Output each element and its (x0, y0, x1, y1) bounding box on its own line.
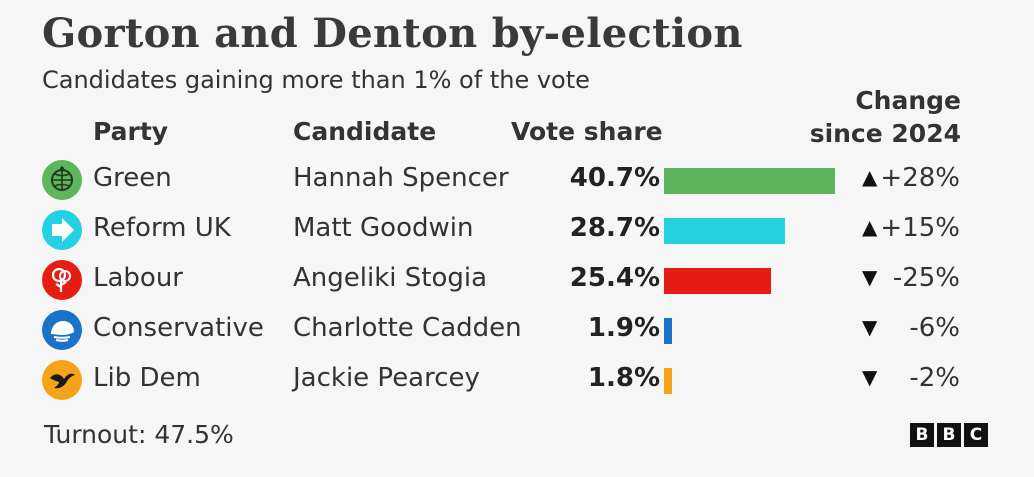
header-change-line1: Change (855, 86, 961, 115)
candidate-name: Jackie Pearcey (293, 363, 480, 393)
header-candidate: Candidate (293, 117, 437, 146)
header-party: Party (93, 117, 169, 146)
turnout-label: Turnout: 47.5% (44, 420, 234, 449)
table-row: Conservative Charlotte Cadden 1.9% ▼ -6% (0, 305, 1034, 355)
vote-share-label: 40.7% (569, 163, 660, 193)
change-label: -6% (909, 313, 960, 343)
table-row: Labour Angeliki Stogia 25.4% ▼ -25% (0, 255, 1034, 305)
chart-title: Gorton and Denton by-election (42, 10, 743, 57)
party-name: Green (93, 163, 172, 193)
header-change-line2: since 2024 (809, 119, 961, 148)
header-vote-share: Vote share (511, 117, 663, 146)
vote-share-bar (664, 268, 771, 294)
labour-rose-icon (42, 260, 82, 300)
party-name: Reform UK (93, 213, 231, 243)
table-row: Green Hannah Spencer 40.7% ▲ +28% (0, 155, 1034, 205)
party-name: Lib Dem (93, 363, 201, 393)
header-change: Change since 2024 (790, 84, 961, 150)
candidate-name: Matt Goodwin (293, 213, 474, 243)
conservative-tree-icon (42, 310, 82, 350)
vote-share-bar (664, 168, 835, 194)
vote-share-bar (664, 318, 672, 344)
bbc-logo-letter-1: B (910, 423, 934, 447)
reform-arrow-icon (42, 210, 82, 250)
candidate-name: Angeliki Stogia (293, 263, 488, 293)
change-label: +15% (880, 213, 960, 243)
vote-share-label: 25.4% (569, 263, 660, 293)
vote-share-bar (664, 218, 785, 244)
vote-share-label: 28.7% (569, 213, 660, 243)
bbc-logo-letter-3: C (964, 423, 988, 447)
triangle-down-icon: ▼ (862, 365, 878, 389)
green-party-globe-icon (42, 160, 82, 200)
change-label: -2% (909, 363, 960, 393)
vote-share-bar (664, 368, 672, 394)
triangle-up-icon: ▲ (862, 165, 878, 189)
vote-share-label: 1.8% (587, 363, 660, 393)
table-row: Reform UK Matt Goodwin 28.7% ▲ +15% (0, 205, 1034, 255)
triangle-down-icon: ▼ (862, 315, 878, 339)
bbc-logo-letter-2: B (937, 423, 961, 447)
triangle-up-icon: ▲ (862, 215, 878, 239)
candidate-name: Charlotte Cadden (293, 313, 522, 343)
table-row: Lib Dem Jackie Pearcey 1.8% ▼ -2% (0, 355, 1034, 405)
change-label: +28% (880, 163, 960, 193)
party-name: Conservative (93, 313, 264, 343)
party-name: Labour (93, 263, 183, 293)
triangle-down-icon: ▼ (862, 265, 878, 289)
chart-subtitle: Candidates gaining more than 1% of the v… (42, 66, 590, 94)
change-label: -25% (892, 263, 960, 293)
bbc-logo: B B C (910, 423, 988, 447)
vote-share-label: 1.9% (587, 313, 660, 343)
libdem-bird-icon (42, 360, 82, 400)
candidate-name: Hannah Spencer (293, 163, 509, 193)
